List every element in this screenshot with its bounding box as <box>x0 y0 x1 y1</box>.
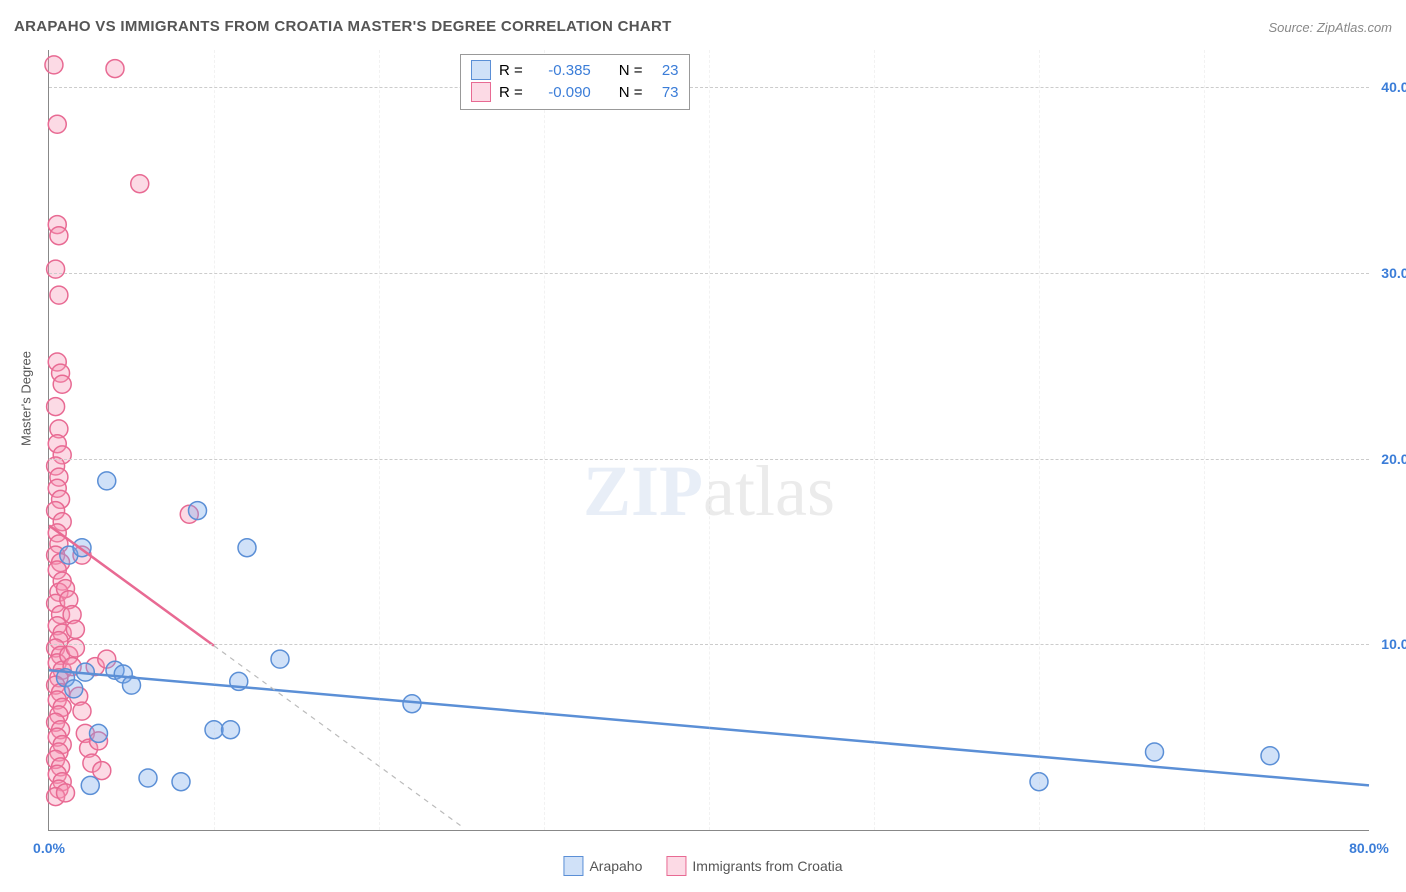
legend-series: Arapaho Immigrants from Croatia <box>563 856 842 876</box>
legend-label-croatia: Immigrants from Croatia <box>692 858 842 874</box>
n-label: N = <box>619 84 643 101</box>
swatch-croatia-bottom <box>666 856 686 876</box>
legend-item-croatia: Immigrants from Croatia <box>666 856 842 876</box>
x-tick-label: 80.0% <box>1349 840 1389 856</box>
n-value-arapaho: 23 <box>651 62 679 79</box>
y-tick-label: 20.0% <box>1381 451 1406 467</box>
x-tick-label: 0.0% <box>33 840 65 856</box>
y-tick-label: 10.0% <box>1381 636 1406 652</box>
legend-row-arapaho: R = -0.385 N = 23 <box>471 59 679 81</box>
chart-title: ARAPAHO VS IMMIGRANTS FROM CROATIA MASTE… <box>14 18 672 35</box>
r-value-croatia: -0.090 <box>531 84 591 101</box>
plot-area: ZIPatlas 10.0%20.0%30.0%40.0%0.0%80.0% <box>48 50 1369 831</box>
n-label: N = <box>619 62 643 79</box>
y-tick-label: 40.0% <box>1381 79 1406 95</box>
swatch-croatia <box>471 82 491 102</box>
n-value-croatia: 73 <box>651 84 679 101</box>
legend-item-arapaho: Arapaho <box>563 856 642 876</box>
swatch-arapaho-bottom <box>563 856 583 876</box>
r-label: R = <box>499 84 523 101</box>
source-attribution: Source: ZipAtlas.com <box>1268 20 1392 35</box>
legend-correlation: R = -0.385 N = 23 R = -0.090 N = 73 <box>460 54 690 110</box>
r-value-arapaho: -0.385 <box>531 62 591 79</box>
legend-row-croatia: R = -0.090 N = 73 <box>471 81 679 103</box>
legend-label-arapaho: Arapaho <box>589 858 642 874</box>
y-axis-title: Master's Degree <box>19 351 34 446</box>
swatch-arapaho <box>471 60 491 80</box>
y-tick-label: 30.0% <box>1381 265 1406 281</box>
r-label: R = <box>499 62 523 79</box>
